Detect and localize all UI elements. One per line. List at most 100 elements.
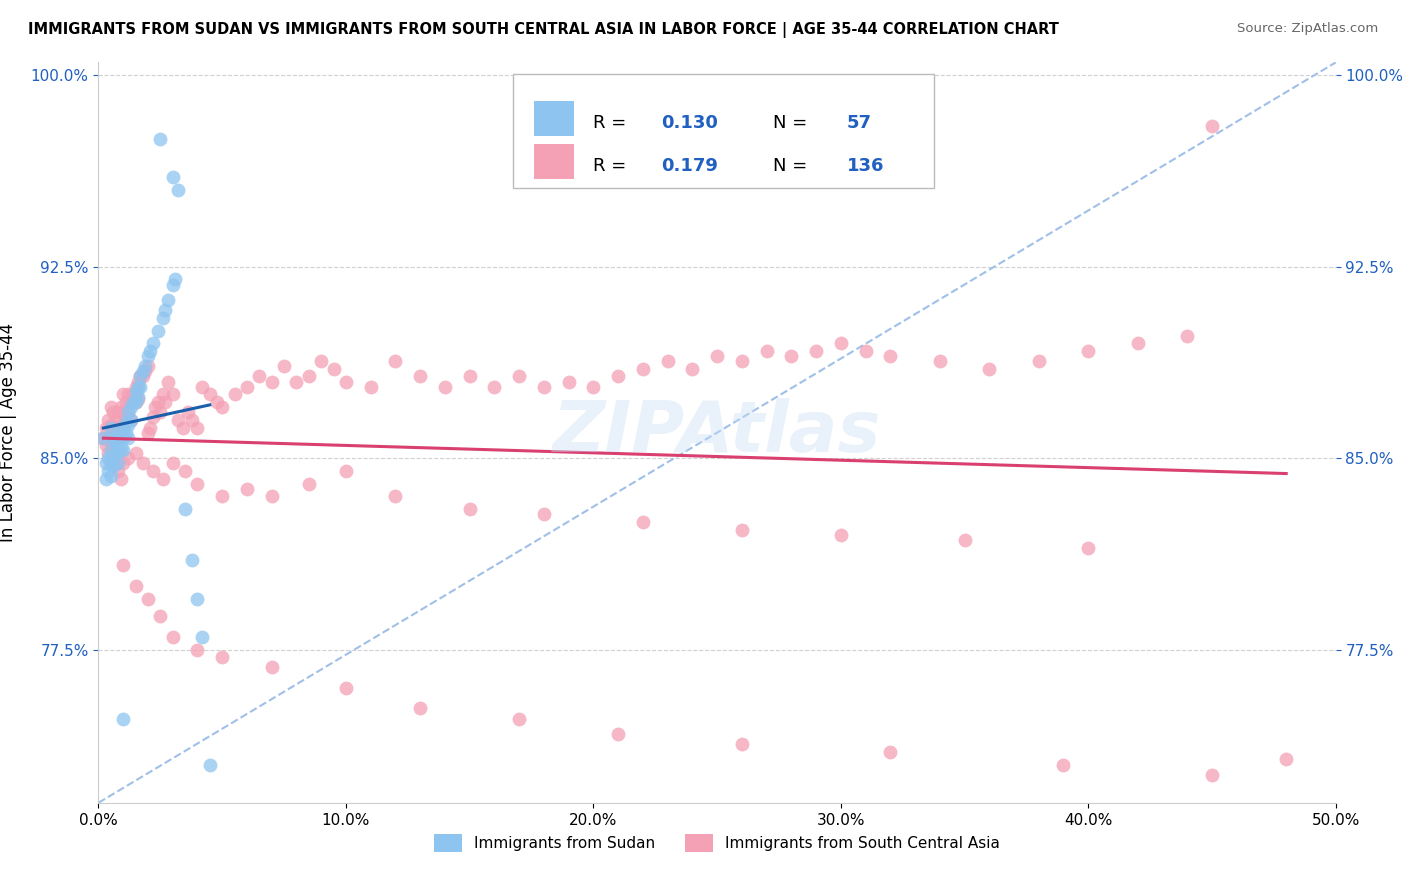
Point [107, 420, 129, 434]
Point [211, 650, 233, 665]
Point [114, 416, 136, 430]
Point [122, 395, 145, 409]
Point [97, 446, 120, 460]
Point [631, 515, 654, 529]
Point [94, 456, 117, 470]
Point [260, 375, 283, 389]
Point [557, 375, 579, 389]
Point [830, 527, 852, 541]
Point [533, 508, 555, 522]
Point [152, 472, 174, 486]
Point [117, 405, 139, 419]
Point [114, 413, 136, 427]
Point [285, 375, 308, 389]
Point [129, 369, 152, 384]
Text: Source: ZipAtlas.com: Source: ZipAtlas.com [1237, 22, 1378, 36]
Point [186, 420, 208, 434]
Legend: Immigrants from Sudan, Immigrants from South Central Asia: Immigrants from Sudan, Immigrants from S… [427, 829, 1007, 858]
Point [100, 435, 122, 450]
Point [103, 423, 125, 437]
Point [191, 630, 214, 644]
Point [855, 343, 877, 358]
Point [879, 745, 901, 759]
Point [186, 642, 208, 657]
Point [112, 387, 135, 401]
Point [928, 354, 950, 368]
Point [132, 369, 155, 384]
Point [142, 410, 165, 425]
Point [146, 395, 169, 409]
Point [780, 349, 803, 363]
Point [104, 431, 127, 445]
Point [224, 387, 246, 401]
Point [1275, 752, 1298, 766]
Point [94, 420, 117, 434]
Point [124, 379, 146, 393]
Point [198, 757, 221, 772]
Point [127, 375, 149, 389]
Point [100, 456, 122, 470]
Point [181, 413, 204, 427]
Text: R =: R = [593, 114, 633, 132]
Point [146, 324, 169, 338]
Point [114, 395, 136, 409]
Point [136, 591, 159, 606]
Point [360, 379, 382, 393]
Point [100, 431, 122, 445]
Point [260, 490, 283, 504]
Point [112, 420, 135, 434]
Point [1201, 768, 1223, 782]
Point [508, 712, 530, 726]
Point [97, 451, 120, 466]
Point [103, 405, 125, 419]
Y-axis label: In Labor Force | Age 35-44: In Labor Force | Age 35-44 [0, 323, 17, 542]
Text: IMMIGRANTS FROM SUDAN VS IMMIGRANTS FROM SOUTH CENTRAL ASIA IN LABOR FORCE | AGE: IMMIGRANTS FROM SUDAN VS IMMIGRANTS FROM… [28, 22, 1059, 38]
Point [124, 384, 146, 399]
Point [830, 336, 852, 351]
Point [100, 456, 122, 470]
Point [112, 405, 135, 419]
Point [124, 395, 146, 409]
Point [107, 456, 129, 470]
Point [114, 425, 136, 440]
Point [100, 420, 122, 434]
Point [104, 446, 127, 460]
Point [110, 441, 132, 455]
Point [731, 737, 754, 751]
Point [162, 277, 184, 292]
Point [322, 361, 344, 376]
Point [127, 392, 149, 407]
Point [120, 400, 142, 414]
Point [731, 354, 754, 368]
Point [979, 361, 1001, 376]
Point [149, 132, 172, 146]
Point [112, 420, 135, 434]
Point [155, 395, 177, 409]
Point [384, 490, 406, 504]
Point [458, 502, 481, 516]
Point [1077, 343, 1099, 358]
Point [104, 456, 127, 470]
Point [1175, 328, 1198, 343]
Point [156, 375, 179, 389]
Point [508, 369, 530, 384]
Point [100, 400, 122, 414]
Point [298, 476, 321, 491]
Point [176, 405, 198, 419]
Point [181, 553, 204, 567]
Point [122, 387, 145, 401]
Point [107, 425, 129, 440]
FancyBboxPatch shape [513, 73, 934, 188]
Point [97, 431, 120, 445]
Point [112, 712, 135, 726]
Point [335, 375, 357, 389]
Point [582, 379, 605, 393]
Point [1052, 757, 1074, 772]
Point [129, 379, 152, 393]
Text: 0.130: 0.130 [661, 114, 718, 132]
Point [110, 472, 132, 486]
Point [607, 369, 630, 384]
Point [132, 364, 155, 378]
Point [298, 369, 321, 384]
Point [143, 400, 166, 414]
